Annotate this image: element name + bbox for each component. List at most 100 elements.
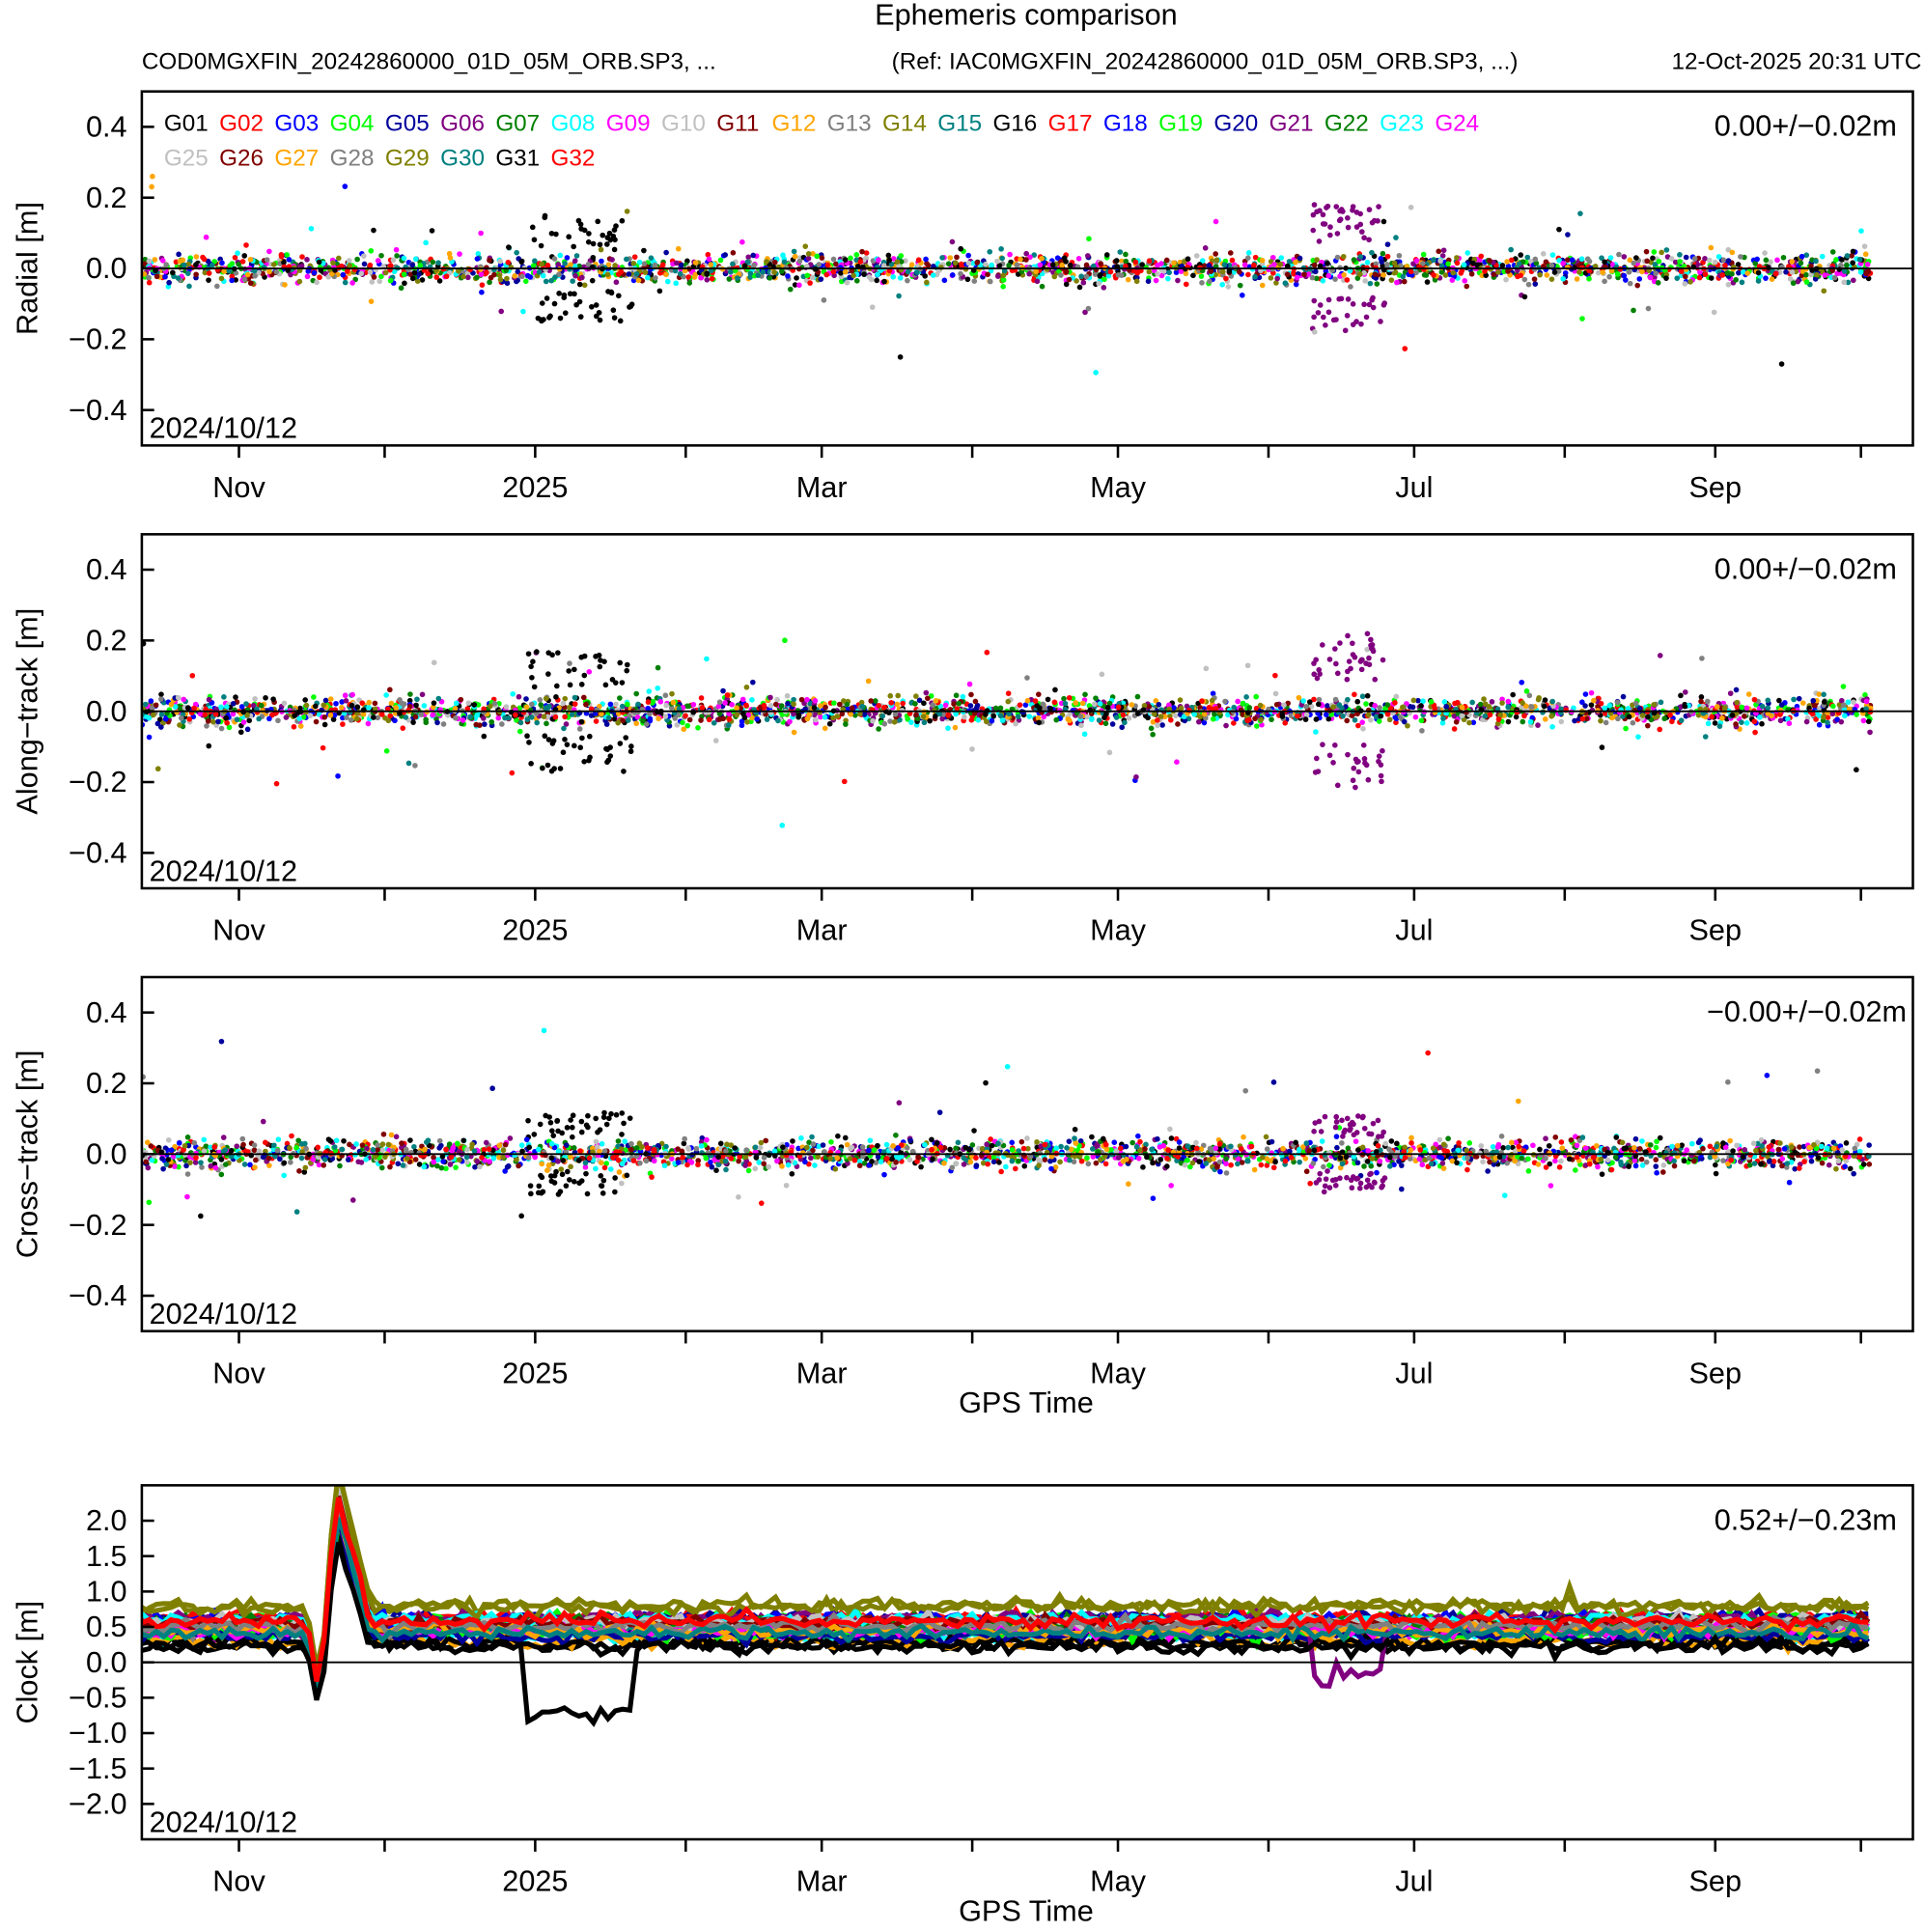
- point-G29: [1000, 272, 1007, 279]
- point-G16: [595, 218, 601, 225]
- point-G06: [1101, 285, 1107, 291]
- point-G15: [1352, 716, 1358, 723]
- point-G09: [393, 246, 400, 253]
- point-G16: [555, 650, 561, 656]
- point-G27: [1129, 702, 1135, 708]
- point-G32: [1107, 268, 1114, 275]
- point-G25: [307, 713, 314, 718]
- point-G31: [1113, 258, 1120, 264]
- point-G24: [1166, 702, 1172, 709]
- legend-entry-G01: G01: [164, 111, 209, 137]
- point-G28: [1413, 269, 1419, 276]
- point-G32: [1518, 272, 1524, 279]
- point-G29: [1821, 288, 1827, 294]
- point-G01: [158, 691, 164, 697]
- point-G15: [1677, 252, 1683, 258]
- point-G21: [1080, 279, 1087, 286]
- point-G04: [853, 252, 860, 258]
- point-G28: [264, 257, 270, 263]
- point-G32: [1478, 253, 1485, 260]
- point-G10: [503, 704, 510, 710]
- point-G05: [967, 703, 974, 709]
- point-G24: [1394, 279, 1400, 286]
- point-G20: [916, 697, 923, 704]
- point-G17: [1392, 700, 1398, 706]
- point-G29: [1258, 716, 1264, 723]
- point-G29: [218, 275, 225, 282]
- point-G16: [578, 226, 584, 232]
- point-G27: [1719, 715, 1725, 721]
- point-G28: [751, 262, 757, 268]
- point-G15: [514, 249, 519, 256]
- point-G31: [1316, 701, 1322, 708]
- point-G16: [933, 713, 938, 719]
- point-G21: [1344, 313, 1351, 319]
- point-G17: [479, 282, 486, 288]
- point-G16: [572, 742, 577, 749]
- point-G28: [821, 297, 827, 303]
- point-G28: [971, 278, 978, 285]
- point-G16: [549, 652, 555, 658]
- point-G09: [1153, 277, 1159, 284]
- point-G21: [1133, 773, 1139, 780]
- point-G27: [708, 262, 714, 267]
- point-G30: [735, 275, 740, 281]
- point-G04: [1198, 273, 1205, 279]
- point-G24: [698, 274, 704, 281]
- point-G13: [344, 714, 349, 721]
- point-G31: [410, 719, 416, 725]
- point-G16: [579, 735, 585, 742]
- point-G09: [159, 258, 166, 264]
- point-G22: [843, 721, 849, 727]
- point-G15: [999, 255, 1005, 262]
- legend-entry-G22: G22: [1324, 111, 1369, 137]
- point-G16: [617, 659, 624, 666]
- point-G25: [1789, 269, 1796, 275]
- point-G21: [1195, 718, 1202, 725]
- legend-entry-G18: G18: [1103, 111, 1148, 137]
- point-G21: [1369, 296, 1375, 303]
- point-G14: [1598, 717, 1603, 724]
- point-G23: [1464, 250, 1471, 256]
- point-G16: [628, 743, 634, 749]
- point-G16: [627, 303, 634, 310]
- point-G20: [1582, 703, 1588, 709]
- point-G21: [805, 255, 812, 262]
- point-G16: [542, 212, 548, 219]
- point-G22: [1655, 280, 1661, 286]
- point-G25: [809, 274, 816, 281]
- point-G16: [613, 223, 619, 229]
- point-G27: [791, 729, 797, 736]
- point-G26: [1146, 703, 1153, 710]
- point-G30: [1813, 258, 1819, 265]
- point-G22: [1374, 281, 1380, 287]
- point-G18: [527, 274, 534, 280]
- point-G16: [597, 241, 603, 248]
- point-G26: [321, 714, 328, 720]
- point-G21: [1350, 777, 1356, 784]
- point-G08: [1819, 253, 1826, 260]
- point-G08: [1743, 720, 1750, 726]
- point-G17: [1825, 714, 1831, 720]
- point-G09: [478, 230, 484, 237]
- legend-entry-G08: G08: [551, 111, 596, 137]
- point-G20: [785, 700, 791, 707]
- point-G24: [1174, 759, 1180, 766]
- point-G31: [409, 275, 416, 282]
- point-G26: [407, 271, 414, 277]
- point-G11: [924, 261, 930, 266]
- point-G19: [1830, 703, 1836, 710]
- point-G21: [1380, 747, 1385, 754]
- point-G16: [1588, 702, 1595, 708]
- point-G03: [238, 704, 245, 710]
- point-G21: [1361, 756, 1368, 762]
- point-G18: [305, 268, 312, 274]
- point-G19: [401, 271, 407, 277]
- point-G07: [1150, 731, 1156, 738]
- point-G21: [1327, 224, 1333, 230]
- point-G16: [593, 654, 599, 659]
- point-G29: [382, 269, 389, 276]
- point-G25: [325, 273, 332, 280]
- point-G30: [755, 272, 762, 279]
